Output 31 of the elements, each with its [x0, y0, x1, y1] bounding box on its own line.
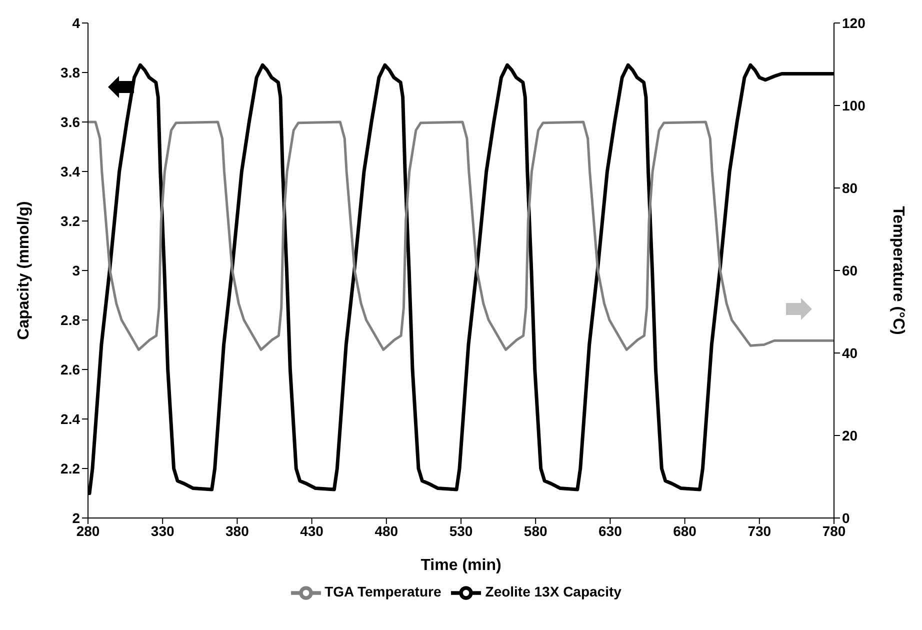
y-tick-label: 2.2 [60, 460, 80, 476]
y-tick-label: 2.8 [60, 312, 80, 328]
y2-tick-label: 80 [842, 180, 858, 196]
legend-label: TGA Temperature [324, 584, 442, 600]
y-tick-label: 4 [72, 14, 80, 31]
y-tick-label: 3 [72, 262, 80, 278]
x-tick-label: 480 [374, 522, 398, 539]
y2-axis-title: Temperature (°C) [889, 206, 906, 335]
y-axis-title: Capacity (mmol/g) [16, 201, 33, 340]
y-tick-label: 3.8 [60, 64, 80, 80]
x-tick-label: 730 [748, 522, 772, 539]
x-tick-label: 330 [150, 522, 174, 539]
x-axis-title: Time (min) [420, 557, 502, 574]
x-tick-label: 430 [300, 522, 324, 539]
y2-tick-label: 40 [842, 344, 858, 361]
y-tick-label: 2.6 [60, 361, 80, 378]
x-tick-label: 630 [598, 522, 622, 539]
y-tick-label: 2.4 [60, 410, 80, 427]
y-tick-label: 3.4 [60, 163, 80, 180]
line-series [88, 120, 834, 351]
y2-tick-label: 120 [842, 14, 866, 31]
x-tick-label: 530 [449, 522, 473, 539]
legend-label: Zeolite 13X Capacity [485, 584, 622, 600]
x-tick-label: 380 [226, 522, 250, 539]
y2-tick-label: 100 [842, 97, 866, 114]
y2-tick-label: 20 [842, 427, 858, 444]
y-tick-label: 3.2 [60, 212, 80, 229]
x-tick-label: 680 [673, 522, 697, 539]
x-tick-label: 580 [524, 522, 548, 539]
y-tick-label: 3.6 [60, 114, 80, 130]
y2-tick-label: 60 [842, 262, 858, 278]
